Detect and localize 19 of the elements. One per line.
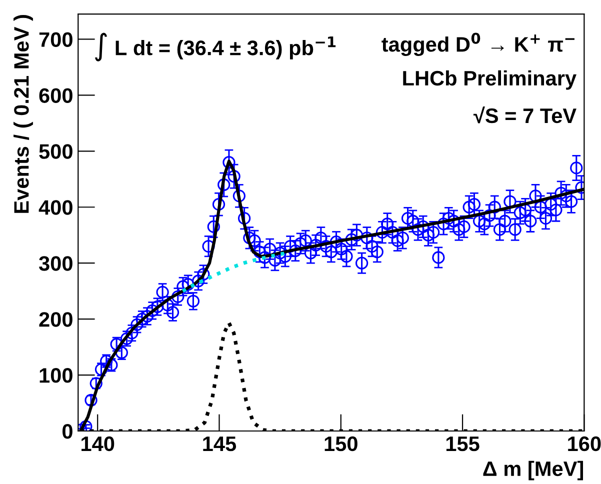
y-tick-label: 0 <box>62 424 72 439</box>
annotation: √S = 7 TeV <box>473 106 576 124</box>
annotation: ∫ L dt = (36.4 ± 3.6) pb$^{−1}$ <box>94 32 336 62</box>
x-tick-label: 155 <box>446 436 480 452</box>
x-tick-label: 140 <box>82 436 114 452</box>
y-tick-label: 200 <box>39 312 72 327</box>
x-tick-label: 150 <box>324 436 358 452</box>
y-axis-title: Events / ( 0.21 MeV ) <box>14 15 33 213</box>
x-tick-label: 160 <box>568 436 601 452</box>
y-tick-label: 100 <box>40 368 72 383</box>
y-tick-label: 700 <box>39 32 72 47</box>
y-tick-label: 300 <box>38 256 72 271</box>
x-axis-title: Δ m [MeV] <box>483 460 584 480</box>
x-tick-label: 145 <box>203 436 236 452</box>
annotation: tagged D$^{0}$ → K$^{+}$ π$^{−}$ <box>382 32 574 56</box>
y-tick-label: 400 <box>38 200 72 215</box>
y-tick-label: 600 <box>39 88 72 103</box>
annotation: LHCb Preliminary <box>403 70 576 90</box>
y-tick-label: 500 <box>39 144 72 159</box>
